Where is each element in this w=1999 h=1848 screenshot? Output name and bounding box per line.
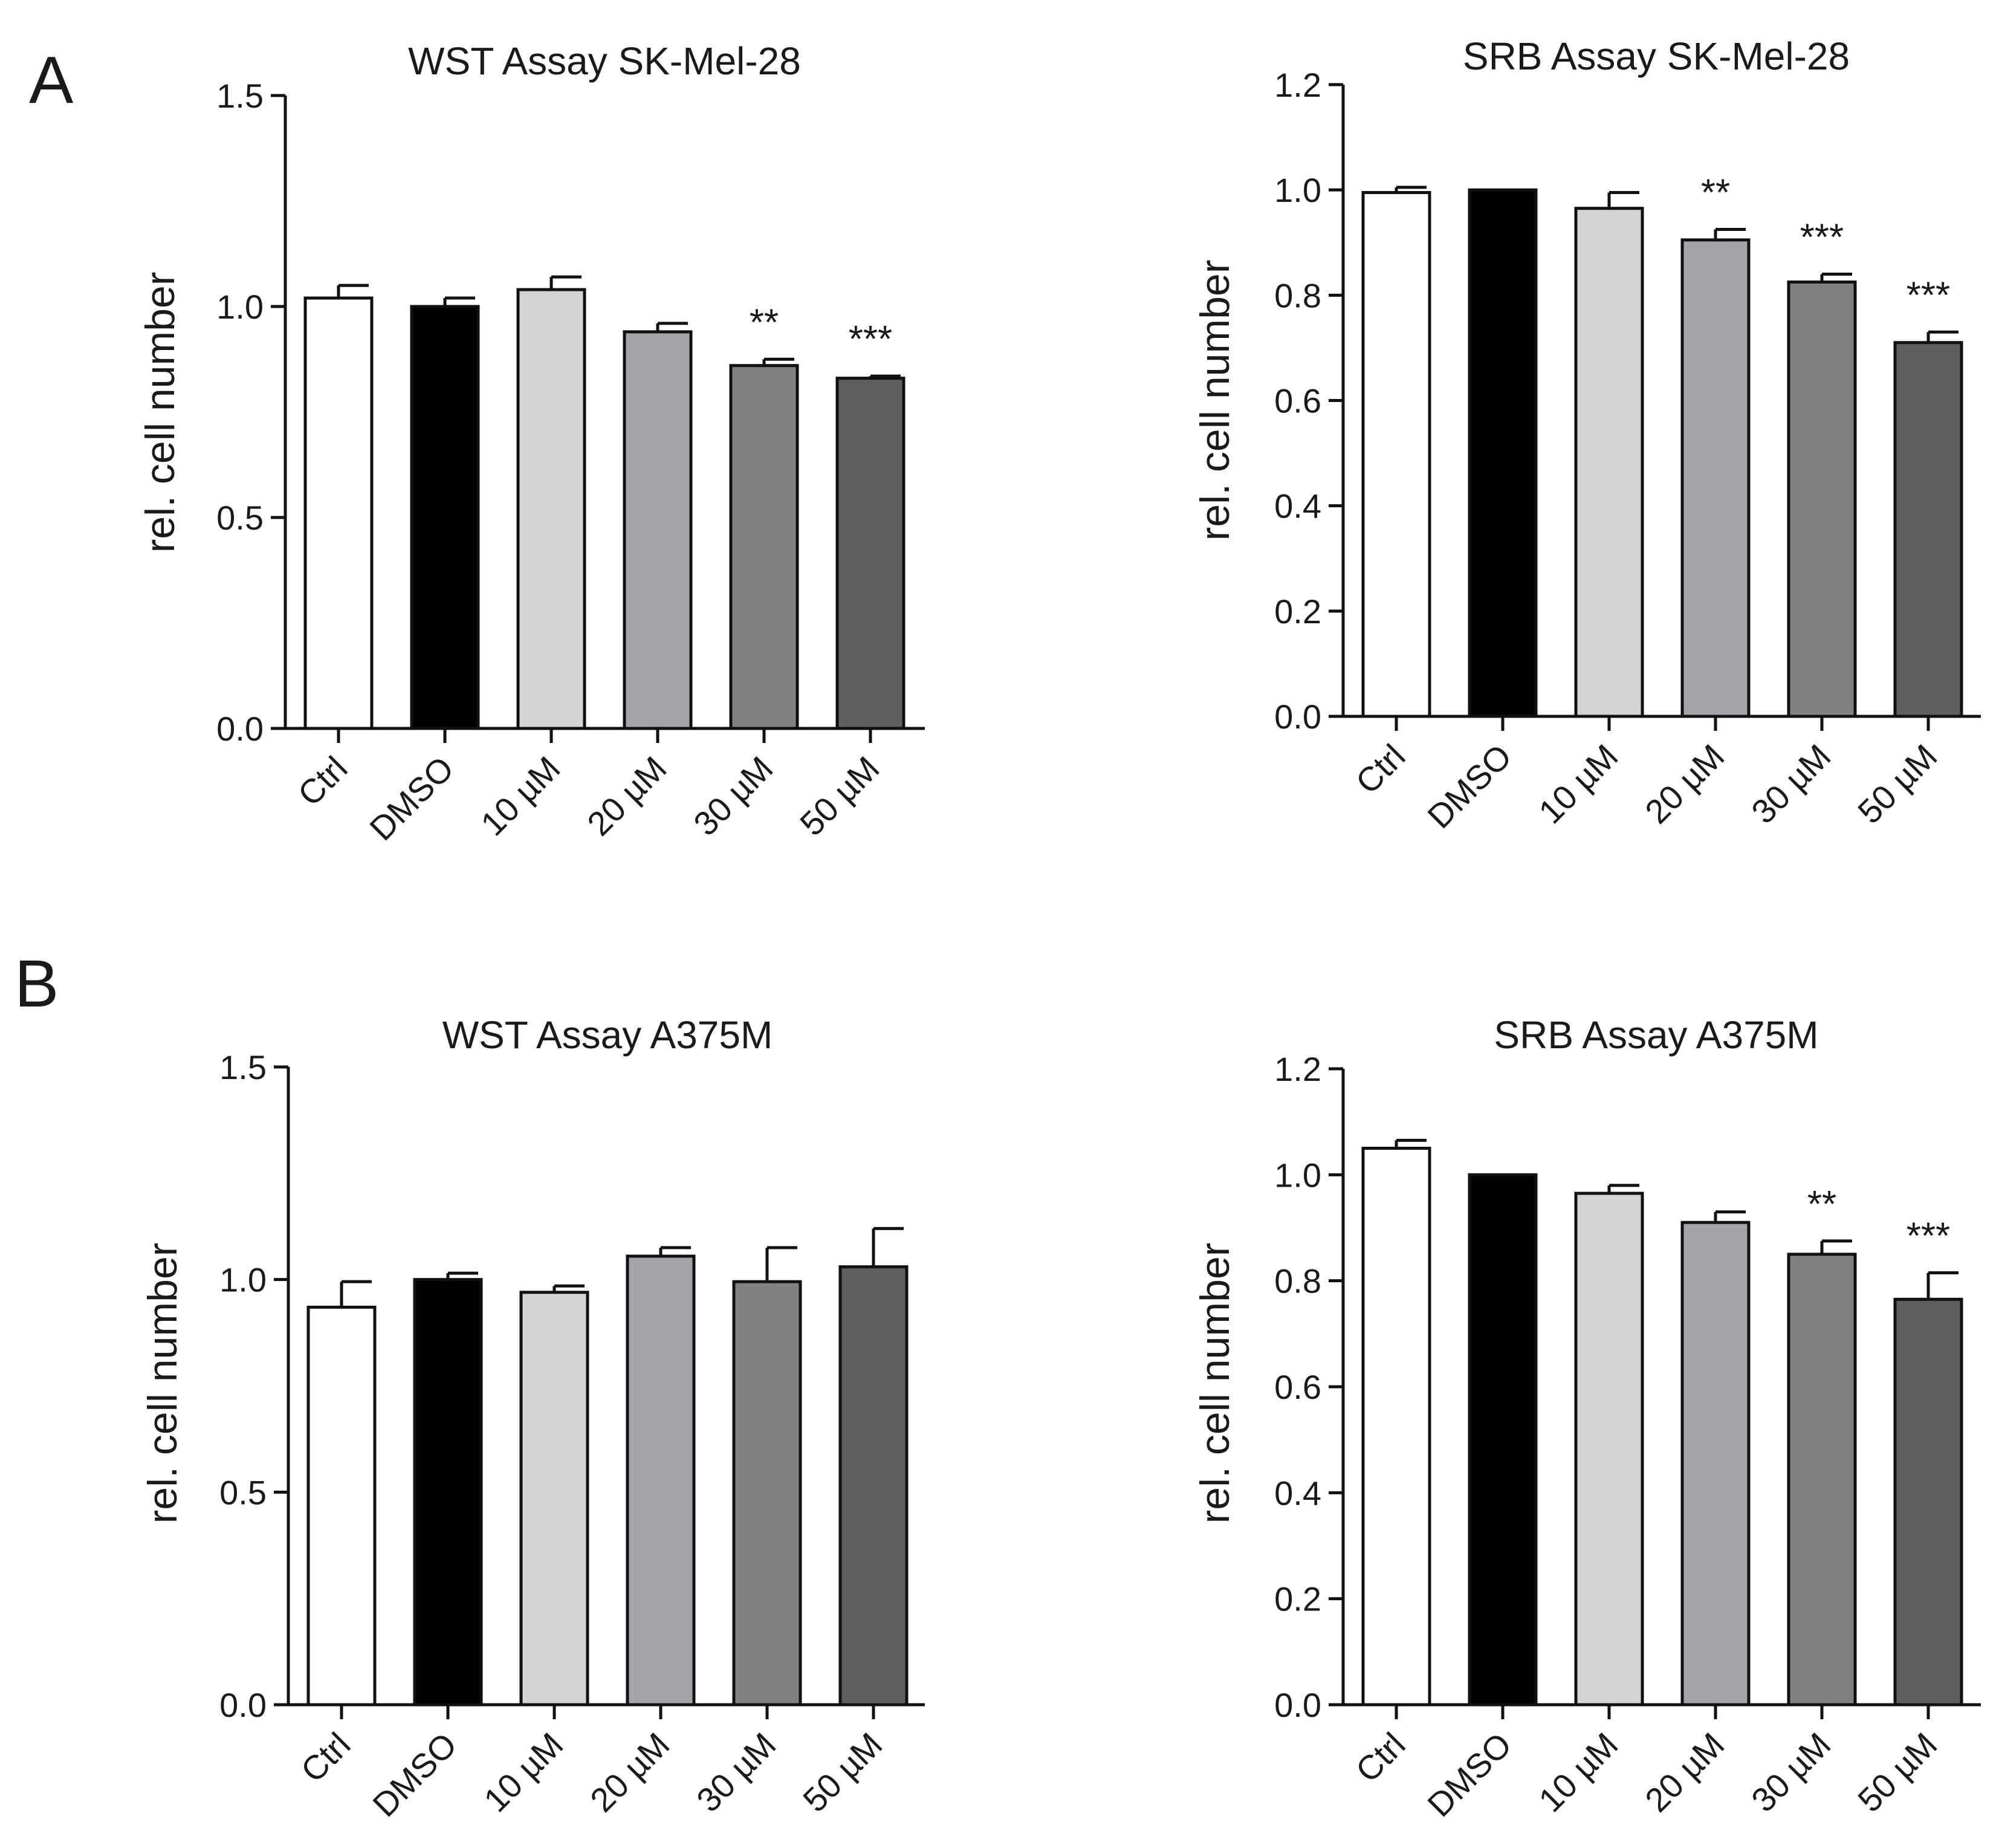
panel-label-b: B [15, 947, 59, 1021]
y-tick-label: 1.2 [1274, 66, 1321, 104]
y-tick-label: 1.0 [219, 1261, 267, 1299]
bar [410, 305, 480, 730]
chart-1: WST Assay SK-Mel-28 rel. cell number 0.0 0.… [137, 39, 925, 848]
panel-label-a: A [29, 43, 74, 117]
bar [1574, 207, 1644, 718]
category-label: Ctrl [290, 749, 354, 813]
category-label: DMSO [362, 749, 461, 848]
y-tick-label: 1.0 [216, 288, 264, 326]
y-tick-label: 0.0 [216, 710, 264, 748]
category-label: 50 µM [1850, 1725, 1944, 1819]
bar [519, 1291, 589, 1707]
chart-title: SRB Assay A375M [1494, 1013, 1818, 1057]
category-label: 30 µM [1744, 737, 1838, 831]
category-label: 30 µM [689, 1725, 783, 1819]
y-axis-label: rel. cell number [1192, 1243, 1238, 1524]
category-label: 10 µM [1531, 1725, 1625, 1819]
category-label: 30 µM [686, 749, 780, 843]
category-label: Ctrl [1348, 737, 1412, 801]
significance-mark: ** [1807, 1184, 1836, 1225]
y-tick-label: 0.0 [219, 1686, 267, 1724]
significance-mark: ** [750, 302, 779, 343]
y-tick-label: 0.5 [216, 499, 264, 537]
category-label: 10 µM [1531, 737, 1625, 831]
y-tick-label: 0.2 [1274, 1580, 1321, 1618]
bar [1361, 191, 1431, 718]
bar [838, 1265, 909, 1707]
bar [413, 1278, 483, 1707]
y-tick-label: 1.5 [219, 1048, 267, 1086]
bar [732, 1280, 802, 1707]
bar [1468, 188, 1538, 718]
category-label: 20 µM [580, 749, 673, 843]
chart-title: WST Assay SK-Mel-28 [408, 39, 801, 83]
category-label: DMSO [1420, 1725, 1518, 1824]
bar [835, 377, 906, 730]
significance-mark: *** [1907, 1216, 1950, 1257]
bar [1468, 1173, 1538, 1707]
significance-mark: *** [849, 319, 892, 360]
bar [516, 288, 586, 730]
significance-mark: ** [1701, 172, 1730, 213]
category-label: 50 µM [795, 1725, 889, 1819]
y-tick-label: 0.6 [1274, 1368, 1321, 1406]
y-tick-label: 0.8 [1274, 1262, 1321, 1300]
chart-title: WST Assay A375M [442, 1013, 773, 1057]
category-label: Ctrl [293, 1725, 357, 1789]
chart-4: SRB Assay A375M rel. cell number 0.0 0.2 0.4… [1192, 1013, 1981, 1824]
y-tick-label: 0.0 [1274, 1686, 1321, 1724]
category-label: 50 µM [792, 749, 886, 843]
y-tick-label: 0.4 [1274, 1474, 1321, 1512]
y-tick-label: 1.2 [1274, 1050, 1321, 1088]
category-label: 30 µM [1744, 1725, 1838, 1819]
bar [303, 296, 374, 730]
y-tick-label: 0.8 [1274, 276, 1321, 314]
charts-container: WST Assay SK-Mel-28 rel. cell number 0.0 0.… [137, 34, 1981, 1824]
bar [1680, 238, 1751, 718]
category-label: Ctrl [1348, 1725, 1412, 1789]
category-label: 10 µM [476, 1725, 570, 1819]
bar [729, 364, 799, 730]
y-tick-label: 0.0 [1274, 698, 1321, 736]
bar [306, 1305, 377, 1707]
bar [1893, 341, 1963, 718]
category-label: 20 µM [1638, 737, 1731, 831]
y-tick-label: 0.4 [1274, 487, 1321, 525]
chart-title: SRB Assay SK-Mel-28 [1463, 34, 1850, 78]
bar [623, 330, 693, 730]
category-label: 20 µM [1638, 1725, 1731, 1819]
bar [626, 1254, 696, 1707]
bar [1574, 1191, 1644, 1707]
category-label: 10 µM [473, 749, 567, 843]
bar [1361, 1147, 1431, 1707]
bar [1680, 1221, 1751, 1707]
category-label: 50 µM [1850, 737, 1944, 831]
bar [1787, 1253, 1857, 1707]
y-axis-label: rel. cell number [140, 1243, 186, 1524]
significance-mark: *** [1800, 217, 1844, 259]
chart-3: WST Assay A375M rel. cell number 0.0 0.5 1.0… [140, 1013, 925, 1824]
category-label: DMSO [1420, 737, 1518, 835]
y-axis-label: rel. cell number [1192, 260, 1238, 541]
y-tick-label: 0.6 [1274, 382, 1321, 420]
y-tick-label: 0.5 [219, 1473, 267, 1511]
y-tick-label: 1.0 [1274, 1156, 1321, 1194]
bar [1787, 280, 1857, 718]
chart-2: SRB Assay SK-Mel-28 rel. cell number 0.0 0.… [1192, 34, 1981, 835]
y-tick-label: 1.0 [1274, 171, 1321, 209]
category-label: 20 µM [583, 1725, 676, 1819]
category-label: DMSO [365, 1725, 464, 1824]
significance-mark: *** [1907, 274, 1950, 316]
y-tick-label: 0.2 [1274, 592, 1321, 631]
bar [1893, 1297, 1963, 1707]
y-tick-label: 1.5 [216, 77, 264, 115]
y-axis-label: rel. cell number [137, 272, 183, 553]
